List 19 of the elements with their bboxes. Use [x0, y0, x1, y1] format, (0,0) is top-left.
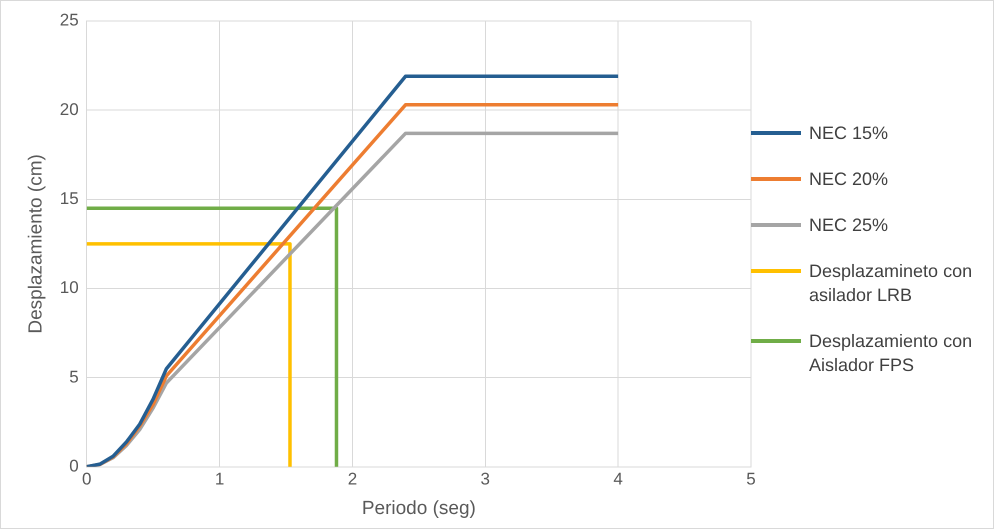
x-tick-label: 1 [214, 470, 224, 489]
legend-label: NEC 25% [809, 214, 890, 237]
y-tick-label: 20 [60, 100, 79, 119]
x-axis-title: Periodo (seg) [362, 498, 476, 519]
x-tick-label: 0 [82, 470, 92, 489]
x-tick-label: 4 [613, 470, 623, 489]
x-tick-label: 2 [348, 470, 358, 489]
y-tick-label: 10 [60, 278, 79, 298]
legend-label: Desplazamiento con Aislador FPS [809, 330, 974, 377]
y-tick-label: 5 [69, 367, 79, 386]
y-axis-title: Desplazamiento (cm) [26, 154, 47, 334]
legend-label: Desplazamineto con asilador LRB [809, 260, 974, 307]
y-tick-label: 0 [69, 456, 79, 476]
y-tick-label: 15 [60, 189, 79, 208]
x-tick-label: 5 [746, 470, 756, 489]
legend-label: NEC 20% [809, 168, 890, 191]
y-tick-label: 25 [60, 10, 79, 30]
x-tick-label: 3 [480, 470, 490, 489]
legend-label: NEC 15% [809, 122, 890, 145]
